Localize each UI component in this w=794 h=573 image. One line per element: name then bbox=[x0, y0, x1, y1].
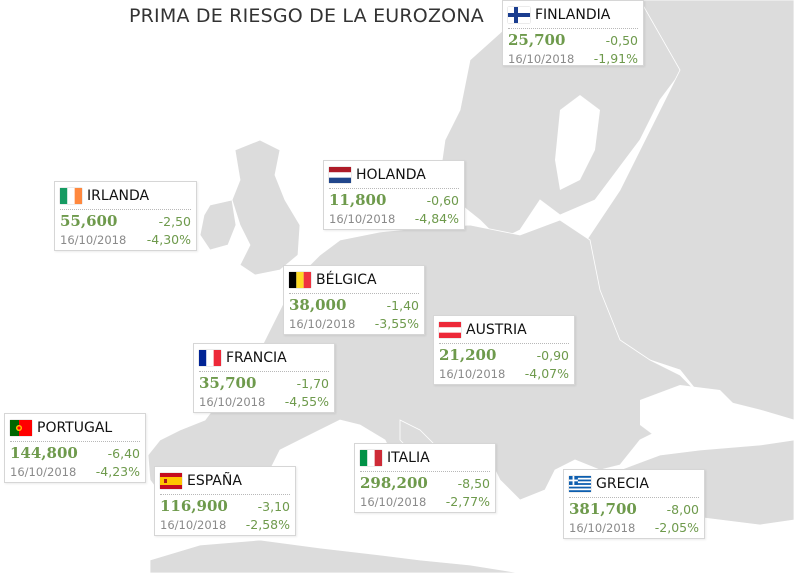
date: 16/10/2018 bbox=[199, 395, 266, 409]
country-card-italia[interactable]: ITALIA 298,200 -8,50 16/10/2018 -2,77% bbox=[354, 443, 496, 513]
risk-premium-value: 35,700 bbox=[199, 374, 257, 392]
change-percent: -4,84% bbox=[414, 211, 459, 226]
date: 16/10/2018 bbox=[160, 518, 227, 532]
risk-premium-value: 21,200 bbox=[439, 346, 497, 364]
change-value: -1,40 bbox=[386, 298, 419, 313]
uk-land bbox=[231, 139, 301, 276]
country-name: PORTUGAL bbox=[37, 419, 113, 436]
country-name: AUSTRIA bbox=[466, 321, 527, 338]
change-percent: -4,55% bbox=[284, 394, 329, 409]
date: 16/10/2018 bbox=[439, 367, 506, 381]
risk-premium-value: 38,000 bbox=[289, 296, 347, 314]
change-value: -0,50 bbox=[605, 33, 638, 48]
country-card-finlandia[interactable]: FINLANDIA 25,700 -0,50 16/10/2018 -1,91% bbox=[502, 0, 644, 66]
change-value: -8,50 bbox=[457, 476, 490, 491]
date: 16/10/2018 bbox=[10, 465, 77, 479]
country-name: ESPAÑA bbox=[187, 472, 242, 489]
date: 16/10/2018 bbox=[329, 212, 396, 226]
change-percent: -2,05% bbox=[654, 520, 699, 535]
change-percent: -3,55% bbox=[374, 316, 419, 331]
change-percent: -4,07% bbox=[524, 366, 569, 381]
date: 16/10/2018 bbox=[60, 233, 127, 247]
country-name: ITALIA bbox=[387, 449, 430, 466]
change-value: -3,10 bbox=[257, 499, 290, 514]
austria-flag-icon bbox=[439, 321, 461, 338]
country-card-irlanda[interactable]: IRLANDA 55,600 -2,50 16/10/2018 -4,30% bbox=[54, 181, 197, 251]
change-value: -0,60 bbox=[426, 193, 459, 208]
date: 16/10/2018 bbox=[360, 495, 427, 509]
country-name: HOLANDA bbox=[356, 166, 426, 183]
risk-premium-value: 11,800 bbox=[329, 191, 387, 209]
change-percent: -2,58% bbox=[245, 517, 290, 532]
change-value: -1,70 bbox=[296, 376, 329, 391]
country-card-espana[interactable]: ESPAÑA 116,900 -3,10 16/10/2018 -2,58% bbox=[154, 466, 296, 536]
north-africa-land bbox=[149, 539, 521, 573]
date: 16/10/2018 bbox=[508, 52, 575, 66]
date: 16/10/2018 bbox=[289, 317, 356, 331]
country-card-austria[interactable]: AUSTRIA 21,200 -0,90 16/10/2018 -4,07% bbox=[433, 315, 575, 385]
netherlands-flag-icon bbox=[329, 166, 351, 183]
country-card-portugal[interactable]: PORTUGAL 144,800 -6,40 16/10/2018 -4,23% bbox=[4, 413, 146, 483]
greece-flag-icon bbox=[569, 475, 591, 492]
ireland-land bbox=[199, 199, 237, 251]
country-name: GRECIA bbox=[596, 475, 649, 492]
risk-premium-value: 144,800 bbox=[10, 444, 78, 462]
country-name: FINLANDIA bbox=[535, 6, 611, 23]
finland-flag-icon bbox=[508, 6, 530, 23]
country-card-francia[interactable]: FRANCIA 35,700 -1,70 16/10/2018 -4,55% bbox=[193, 343, 335, 413]
risk-premium-value: 298,200 bbox=[360, 474, 428, 492]
risk-premium-value: 116,900 bbox=[160, 497, 228, 515]
ireland-flag-icon bbox=[60, 187, 82, 204]
spain-flag-icon bbox=[160, 472, 182, 489]
risk-premium-value: 25,700 bbox=[508, 31, 566, 49]
change-percent: -1,91% bbox=[593, 51, 638, 66]
country-name: BÉLGICA bbox=[316, 271, 377, 288]
change-value: -8,00 bbox=[666, 502, 699, 517]
change-percent: -4,30% bbox=[146, 232, 191, 247]
risk-premium-value: 381,700 bbox=[569, 500, 637, 518]
country-card-belgica[interactable]: BÉLGICA 38,000 -1,40 16/10/2018 -3,55% bbox=[283, 265, 425, 335]
date: 16/10/2018 bbox=[569, 521, 636, 535]
portugal-flag-icon bbox=[10, 419, 32, 436]
france-flag-icon bbox=[199, 349, 221, 366]
change-percent: -4,23% bbox=[95, 464, 140, 479]
country-name: FRANCIA bbox=[226, 349, 287, 366]
country-card-grecia[interactable]: GRECIA 381,700 -8,00 16/10/2018 -2,05% bbox=[563, 469, 705, 539]
page-title: PRIMA DE RIESGO DE LA EUROZONA bbox=[129, 5, 484, 27]
change-value: -0,90 bbox=[536, 348, 569, 363]
belgium-flag-icon bbox=[289, 271, 311, 288]
risk-premium-value: 55,600 bbox=[60, 212, 118, 230]
country-name: IRLANDA bbox=[87, 187, 150, 204]
change-value: -6,40 bbox=[107, 446, 140, 461]
change-value: -2,50 bbox=[158, 214, 191, 229]
italy-flag-icon bbox=[360, 449, 382, 466]
change-percent: -2,77% bbox=[445, 494, 490, 509]
country-card-holanda[interactable]: HOLANDA 11,800 -0,60 16/10/2018 -4,84% bbox=[323, 160, 465, 230]
